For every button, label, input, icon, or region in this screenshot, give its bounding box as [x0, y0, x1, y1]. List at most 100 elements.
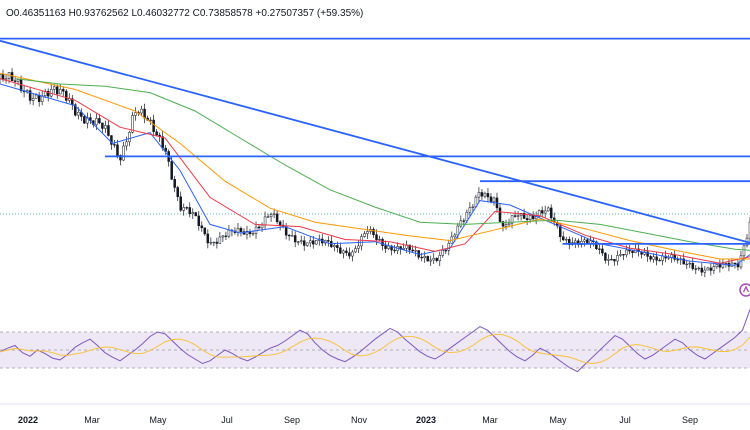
- candle-body: [601, 248, 604, 254]
- candle-body: [327, 240, 330, 242]
- candle: [52, 84, 56, 94]
- candle-body: [46, 90, 50, 97]
- candle-body: [393, 249, 396, 252]
- candle: [308, 235, 312, 248]
- candle-body: [284, 226, 288, 236]
- x-tick-label: Nov: [351, 415, 368, 425]
- candle-body: [435, 258, 438, 261]
- candle: [257, 224, 261, 230]
- candle-body: [315, 240, 318, 245]
- candle-body: [375, 234, 378, 240]
- x-tick-label: Sep: [682, 415, 698, 425]
- candle: [351, 249, 354, 262]
- candle-body: [215, 241, 219, 244]
- x-axis: 2022 Mar May Jul Sep Nov 2023 Mar May Jul Sep: [0, 403, 750, 425]
- candle: [164, 144, 167, 155]
- candle: [649, 254, 652, 262]
- candle-body: [372, 229, 375, 235]
- candle: [113, 140, 116, 148]
- candle-body: [456, 225, 460, 236]
- candle: [697, 266, 701, 271]
- candle-body: [721, 263, 725, 268]
- candle-body: [462, 220, 466, 222]
- candle-body: [366, 231, 369, 234]
- rsi-pane[interactable]: [0, 309, 750, 373]
- candle: [203, 227, 207, 236]
- price-pane[interactable]: [0, 37, 750, 278]
- candle: [345, 247, 348, 256]
- candle-body: [516, 215, 520, 217]
- candle-body: [348, 252, 351, 257]
- candle-body: [661, 255, 664, 261]
- candle-body: [510, 215, 514, 224]
- alert-icon[interactable]: [739, 283, 750, 297]
- candle: [562, 231, 565, 242]
- candle-body: [194, 212, 198, 217]
- candle-body: [477, 192, 481, 198]
- candle-body: [486, 193, 490, 198]
- candle: [691, 257, 695, 271]
- candle-body: [296, 241, 300, 243]
- candle: [607, 254, 610, 266]
- candle: [62, 86, 65, 97]
- candle-body: [308, 240, 312, 244]
- candle: [272, 208, 276, 219]
- candle-body: [694, 268, 698, 270]
- candle-body: [583, 239, 586, 242]
- candle-body: [483, 193, 487, 197]
- candle-body: [700, 267, 704, 273]
- candle-body: [378, 238, 381, 241]
- candle: [206, 229, 210, 249]
- candle: [685, 260, 688, 270]
- candle: [315, 240, 318, 245]
- candle: [724, 262, 728, 268]
- candle: [333, 244, 336, 252]
- candle: [83, 115, 86, 124]
- candle-body: [98, 118, 101, 124]
- candle: [601, 244, 604, 256]
- candle: [339, 242, 342, 255]
- candle: [378, 235, 381, 241]
- candle-body: [688, 262, 692, 265]
- candle-body: [65, 90, 68, 101]
- moving-average-line-1: [0, 83, 750, 266]
- candle: [613, 258, 616, 266]
- candle-body: [619, 254, 622, 256]
- candle: [293, 231, 297, 248]
- candle-body: [691, 262, 695, 269]
- candle-body: [613, 259, 616, 262]
- candle: [305, 242, 309, 247]
- candle-body: [293, 235, 297, 243]
- candle: [459, 215, 463, 229]
- candle: [290, 230, 294, 237]
- candle-body: [546, 207, 550, 212]
- candle-body: [360, 236, 363, 247]
- candle-body: [351, 251, 354, 257]
- candle-body: [715, 264, 719, 267]
- candle: [122, 141, 125, 162]
- candle: [287, 233, 291, 241]
- candle-body: [522, 212, 526, 219]
- candle: [149, 117, 152, 125]
- candle: [700, 262, 704, 277]
- candle-body: [504, 224, 508, 227]
- candle: [712, 262, 716, 275]
- candle: [537, 209, 541, 219]
- candle: [543, 205, 547, 218]
- candle: [426, 255, 429, 262]
- candle: [619, 249, 622, 257]
- candle: [302, 236, 306, 251]
- candle: [622, 254, 625, 261]
- candle-body: [381, 238, 384, 247]
- candle-body: [269, 214, 273, 218]
- x-tick-label: May: [149, 415, 167, 425]
- candle: [98, 113, 101, 125]
- candle-body: [206, 233, 210, 244]
- candle: [299, 235, 303, 245]
- candle-body: [110, 135, 113, 145]
- candle: [706, 266, 710, 271]
- trendline-diagonal-1[interactable]: [0, 39, 750, 244]
- candle: [507, 218, 511, 228]
